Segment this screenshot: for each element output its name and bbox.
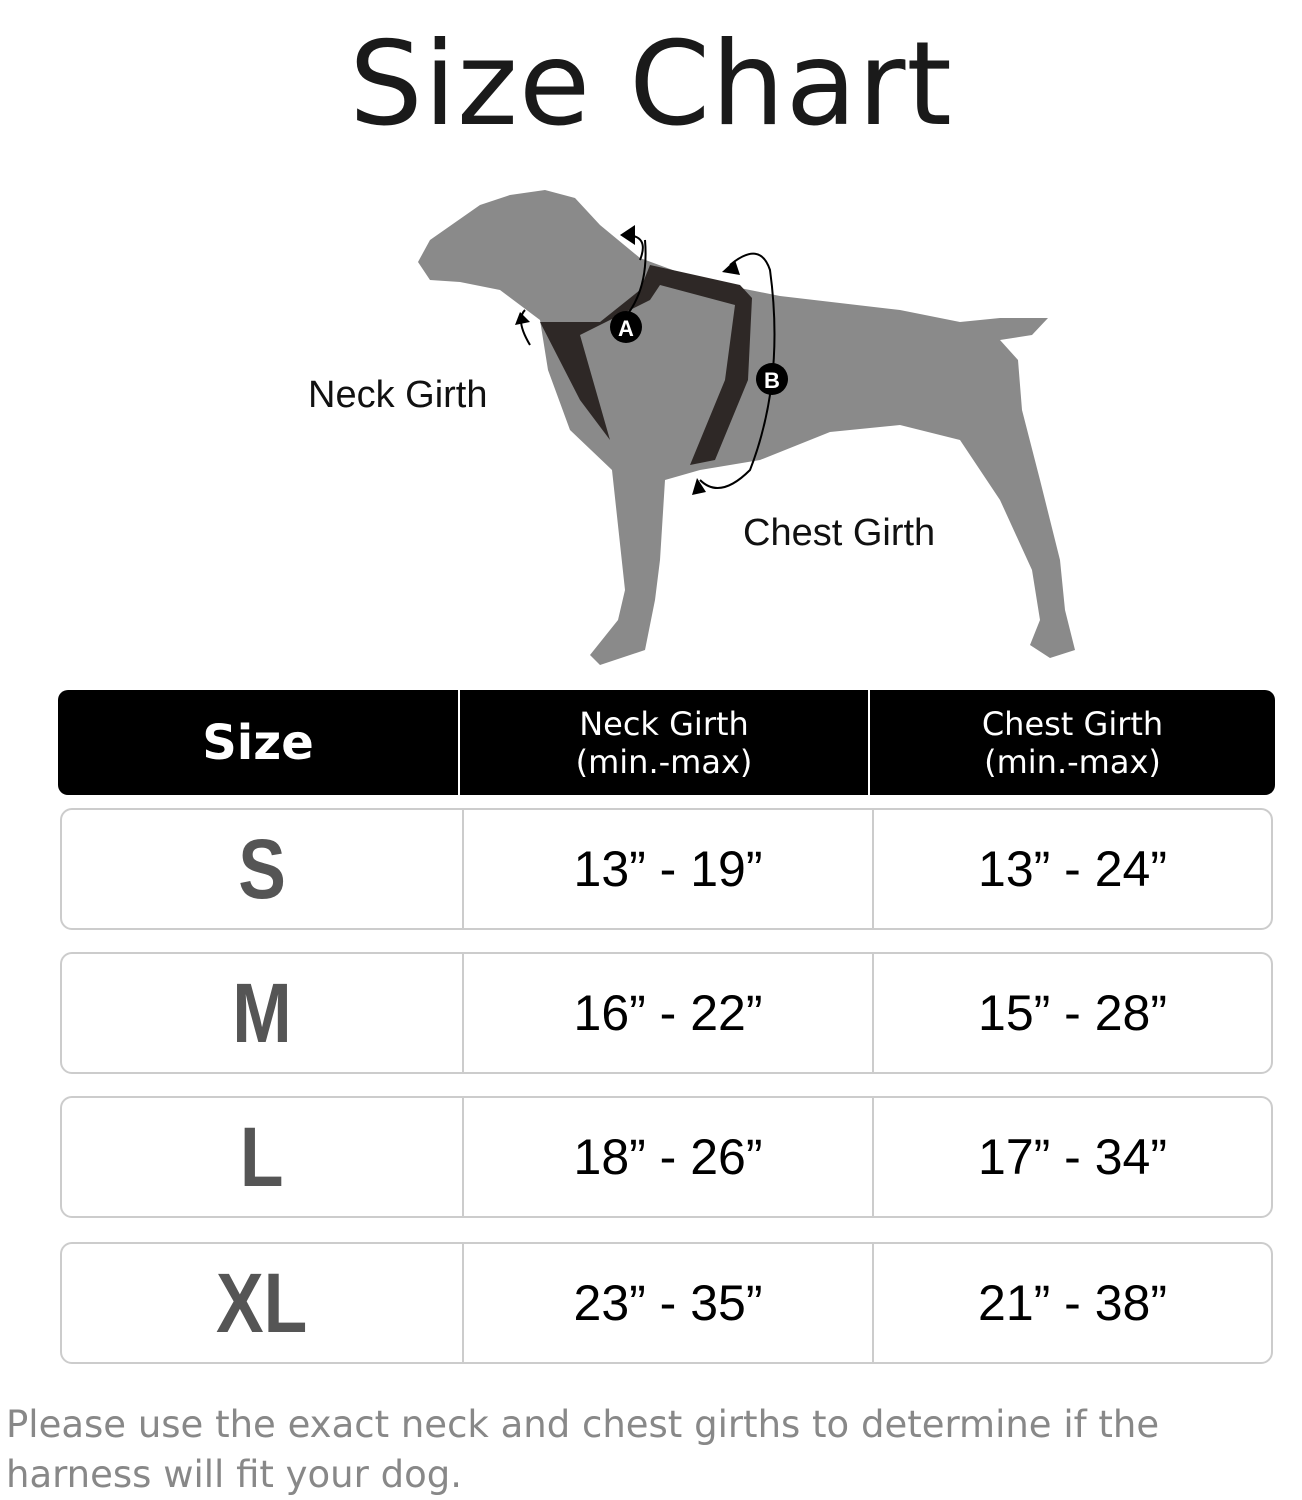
chest-cell: 17” - 34” [978,1129,1167,1185]
dog-harness-diagram: A B [418,190,1075,665]
header-neck-sub: (min.-max) [575,742,753,781]
arrow-head-icon [620,225,635,245]
neck-cell: 18” - 26” [573,1129,763,1185]
marker-a-icon [610,311,642,343]
neck-girth-label: Neck Girth [308,374,488,416]
header-size: Size [202,714,314,771]
chest-cell: 21” - 38” [978,1275,1167,1331]
page-title: Size Chart [349,17,953,152]
dog-silhouette [418,190,1075,665]
size-cell: XL [216,1255,308,1350]
table-row: L 18” - 26” 17” - 34” [60,1096,1273,1218]
header-chest: Chest Girth [981,704,1164,743]
marker-b-label: B [764,368,780,393]
chest-girth-label: Chest Girth [743,512,936,554]
neck-cell: 16” - 22” [573,985,763,1041]
table-row: XL 23” - 35” 21” - 38” [60,1242,1273,1364]
neck-cell: 13” - 19” [573,841,763,897]
header-chest-sub: (min.-max) [984,742,1161,781]
size-cell: M [232,965,292,1060]
size-cell: S [238,821,286,916]
arrow-head-icon [692,478,706,495]
header-neck: Neck Girth [579,704,749,743]
fit-note: Please use the exact neck and chest girt… [6,1403,1160,1496]
size-cell: L [240,1109,284,1204]
chest-cell: 13” - 24” [978,841,1167,897]
table-row: S 13” - 19” 13” - 24” [60,808,1273,930]
table-header: Size Neck Girth (min.-max) Chest Girth (mi… [58,690,1275,795]
arrow-head-icon [515,312,530,325]
neck-cell: 23” - 35” [573,1275,763,1331]
arrow-head-icon [722,260,740,275]
harness-neck-strap [540,265,752,465]
table-row: M 16” - 22” 15” - 28” [60,952,1273,1074]
marker-b-icon [756,363,788,395]
chest-cell: 15” - 28” [978,985,1167,1041]
marker-a-label: A [618,316,634,341]
